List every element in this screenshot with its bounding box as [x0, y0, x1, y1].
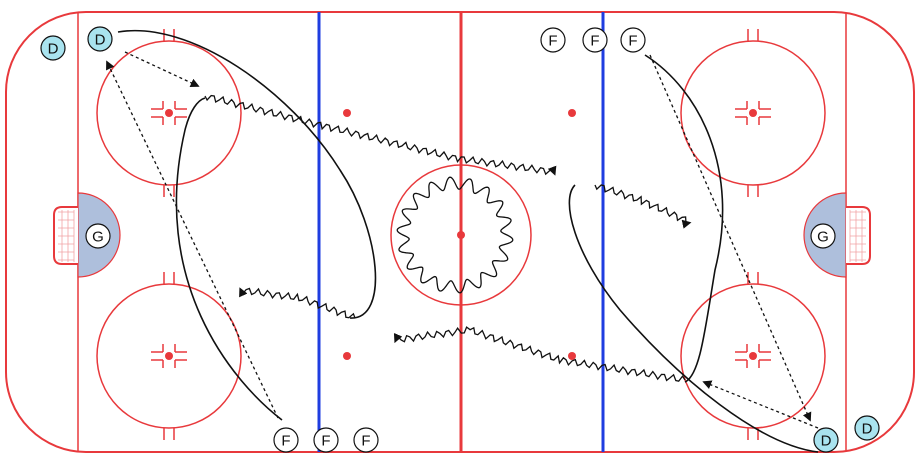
player-label: F — [628, 33, 637, 50]
neutral-dot — [568, 352, 576, 360]
forward-player-marker: F — [273, 427, 299, 453]
player-label: D — [95, 32, 106, 49]
player-label: F — [281, 433, 290, 450]
puck-carry-path — [594, 184, 692, 229]
forward-player-marker: F — [582, 27, 608, 53]
forward-player-marker: F — [353, 427, 379, 453]
player-label: G — [817, 229, 829, 246]
player-label: G — [92, 229, 104, 246]
neutral-dot — [343, 109, 351, 117]
player-label: F — [361, 433, 370, 450]
defense-player-marker: D — [813, 427, 839, 453]
player-label: D — [48, 41, 59, 58]
puck-carry-path — [393, 326, 686, 382]
faceoff-circle — [96, 272, 242, 440]
player-label: F — [548, 33, 557, 50]
defense-player-marker: D — [87, 26, 113, 52]
neutral-dot — [343, 352, 351, 360]
faceoff-circle — [96, 29, 242, 197]
neutral-dot — [568, 109, 576, 117]
player-label: F — [321, 433, 330, 450]
defense-player-marker: D — [40, 35, 66, 61]
forward-player-marker: F — [620, 27, 646, 53]
forward-player-marker: F — [313, 427, 339, 453]
goal-net-left — [53, 206, 78, 265]
faceoff-circle — [680, 29, 826, 197]
player-label: F — [590, 33, 599, 50]
pass-arrow — [124, 51, 200, 88]
center-faceoff-dot — [457, 231, 465, 239]
puck-carry-path — [204, 94, 557, 176]
skate-path-forward-curl-left — [175, 97, 283, 421]
player-label: D — [862, 421, 873, 438]
skate-path-forward-curl-right — [644, 54, 724, 383]
puck-carry-circle-path — [396, 176, 514, 294]
goalie-player-marker: G — [810, 223, 836, 249]
pass-arrow — [649, 54, 812, 422]
pass-arrow — [702, 380, 819, 429]
center-faceoff-circle — [390, 164, 532, 306]
forward-player-marker: F — [540, 27, 566, 53]
goalie-player-marker: G — [85, 223, 111, 249]
goal-net-right — [846, 206, 871, 265]
skate-path-defense-loop — [117, 29, 377, 319]
skate-path-defense-loop-right — [568, 184, 819, 453]
player-label: D — [821, 433, 832, 450]
puck-carry-path — [239, 287, 356, 319]
defense-player-marker: D — [854, 415, 880, 441]
faceoff-circle — [680, 272, 826, 440]
